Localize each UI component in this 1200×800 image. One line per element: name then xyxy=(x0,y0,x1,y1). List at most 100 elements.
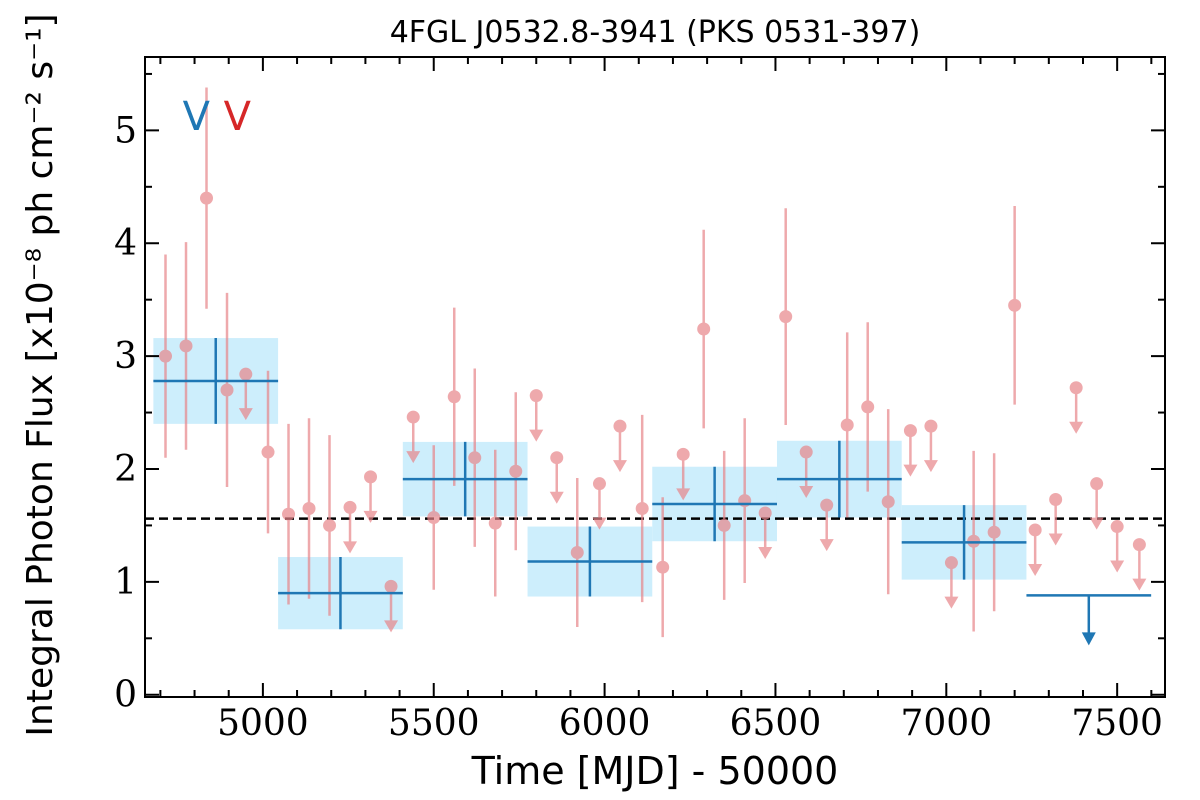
y-tick-label: 4 xyxy=(114,223,137,264)
monthly-flux-point xyxy=(779,208,793,425)
upper-limit-arrowhead xyxy=(1028,563,1043,576)
monthly-flux-point xyxy=(200,87,214,309)
monthly-flux-marker xyxy=(261,445,275,459)
monthly-flux-marker xyxy=(302,501,316,515)
upper-limit-marker xyxy=(364,470,378,484)
yearly-flux-point xyxy=(527,526,653,597)
upper-limit-arrowhead xyxy=(944,596,959,609)
x-tick-label: 6500 xyxy=(730,703,822,744)
upper-limit-marker xyxy=(1132,538,1146,552)
monthly-flux-point xyxy=(635,414,649,603)
y-tick-label: 0 xyxy=(114,675,137,716)
yearly-flux-point xyxy=(901,505,1027,580)
monthly-flux-point xyxy=(656,497,670,638)
upper-limit-marker xyxy=(1049,492,1063,506)
monthly-flux-point xyxy=(447,307,461,486)
monthly-upper-limit xyxy=(819,498,834,552)
upper-limit-marker xyxy=(944,556,958,570)
monthly-flux-marker xyxy=(200,191,214,205)
monthly-flux-marker xyxy=(220,383,234,397)
monthly-flux-point xyxy=(509,392,523,551)
monthly-flux-marker xyxy=(635,501,649,515)
monthly-upper-limit xyxy=(592,477,607,530)
chart-title: 4FGL J0532.8-3941 (PKS 0531-397) xyxy=(390,15,921,50)
event-marker-label: V xyxy=(224,94,252,140)
upper-limit-arrowhead xyxy=(406,451,421,464)
x-axis-label: Time [MJD] - 50000 xyxy=(471,749,839,793)
upper-limit-marker xyxy=(1028,523,1042,537)
monthly-upper-limit xyxy=(758,506,773,560)
monthly-flux-marker xyxy=(697,322,711,336)
upper-limit-marker xyxy=(239,367,253,381)
yearly-flux-point xyxy=(776,440,902,518)
upper-limit-arrowhead xyxy=(799,486,814,499)
yearly-flux-point xyxy=(153,338,279,424)
monthly-flux-marker xyxy=(779,310,793,324)
monthly-flux-marker xyxy=(840,418,854,432)
upper-limit-arrowhead xyxy=(592,517,607,530)
upper-limit-arrowhead xyxy=(549,491,564,504)
monthly-flux-point xyxy=(570,478,584,628)
monthly-flux-marker xyxy=(468,451,482,465)
monthly-flux-point xyxy=(738,418,752,583)
monthly-flux-point xyxy=(840,332,854,518)
upper-limit-marker xyxy=(903,424,917,438)
monthly-upper-limit xyxy=(1089,477,1104,530)
monthly-flux-marker xyxy=(488,516,502,530)
x-tick-label: 7500 xyxy=(1071,703,1163,744)
upper-limit-marker xyxy=(758,506,772,520)
monthly-upper-limit xyxy=(549,451,564,504)
yearly-flux-point xyxy=(402,441,528,517)
monthly-flux-point xyxy=(1008,205,1022,405)
monthly-upper-limit xyxy=(676,447,691,501)
upper-limit-marker xyxy=(1069,381,1083,395)
monthly-flux-point xyxy=(881,409,895,595)
yearly-flux-point xyxy=(278,557,403,630)
monthly-upper-limit xyxy=(923,419,938,473)
y-tick-label: 1 xyxy=(114,562,137,603)
monthly-flux-marker xyxy=(570,546,584,560)
upper-limit-arrowhead xyxy=(1048,533,1063,546)
upper-limit-marker xyxy=(613,419,627,433)
upper-limit-arrowhead xyxy=(343,541,358,554)
monthly-flux-point xyxy=(302,418,316,599)
upper-limit-arrowhead xyxy=(758,547,773,560)
upper-limit-arrowhead xyxy=(1132,578,1147,591)
plot-area: V V 5000 5500 6000 6500 7000 7500 0 1 2 3 4 5 xyxy=(114,56,1166,744)
monthly-flux-marker xyxy=(179,339,193,353)
y-tick-label: 3 xyxy=(114,336,137,377)
upper-limit-arrowhead xyxy=(1081,632,1096,646)
monthly-flux-point xyxy=(427,445,441,590)
monthly-upper-limit xyxy=(903,424,918,477)
upper-limit-arrowhead xyxy=(384,620,399,633)
x-tick-label: 7000 xyxy=(900,703,992,744)
monthly-flux-point xyxy=(179,242,193,450)
monthly-flux-marker xyxy=(447,390,461,404)
upper-limit-marker xyxy=(384,579,398,593)
monthly-upper-limit xyxy=(343,500,358,554)
yearly-flux-point xyxy=(652,466,777,542)
monthly-flux-marker xyxy=(881,495,895,509)
plot-frame xyxy=(144,56,1166,698)
monthly-flux-marker xyxy=(282,507,296,521)
upper-limit-arrowhead xyxy=(819,539,834,552)
yearly-upper-limit xyxy=(1026,594,1152,646)
monthly-upper-limit xyxy=(1110,520,1125,573)
upper-limit-marker xyxy=(592,477,606,491)
x-tick-label: 6000 xyxy=(559,703,651,744)
upper-limit-arrowhead xyxy=(1069,421,1084,434)
upper-limit-marker xyxy=(799,445,813,459)
monthly-flux-marker xyxy=(323,518,337,532)
upper-limit-arrowhead xyxy=(363,510,378,523)
monthly-flux-point xyxy=(697,229,711,429)
monthly-upper-limit xyxy=(944,556,959,609)
upper-limit-arrowhead xyxy=(676,488,691,501)
x-tick-label: 5500 xyxy=(388,703,480,744)
monthly-flux-marker xyxy=(509,464,523,478)
monthly-flux-point xyxy=(159,254,173,458)
upper-limit-arrowhead xyxy=(903,464,918,477)
monthly-flux-marker xyxy=(861,400,875,414)
upper-limit-arrowhead xyxy=(1110,560,1125,573)
upper-limit-marker xyxy=(550,451,564,465)
